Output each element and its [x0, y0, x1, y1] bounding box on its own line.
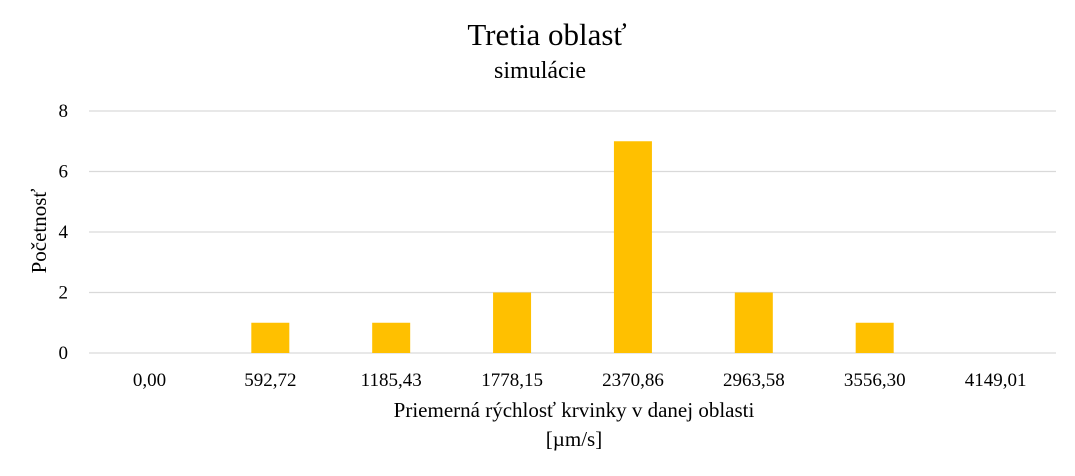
- y-tick-label: 4: [59, 222, 69, 243]
- x-axis-label: Priemerná rýchlosť krvinky v danej oblas…: [394, 398, 755, 422]
- y-tick-label: 2: [59, 283, 69, 304]
- y-tick-labels: 0 2 4 6 8: [59, 101, 69, 364]
- bar: [251, 322, 290, 353]
- bar: [734, 292, 773, 353]
- x-tick-label: 592,72: [244, 370, 296, 391]
- x-tick-label: 0,00: [133, 370, 166, 391]
- y-tick-label: 6: [59, 162, 69, 183]
- bar: [613, 141, 652, 353]
- x-tick-label: 1778,15: [481, 370, 543, 391]
- x-tick-label: 4149,01: [965, 370, 1027, 391]
- x-tick-labels: 0,00 592,72 1185,43 1778,15 2370,86 2963,58 35…: [133, 370, 1027, 391]
- x-tick-label: 3556,30: [844, 370, 906, 391]
- bars: [251, 141, 894, 353]
- bar: [855, 322, 894, 353]
- gridlines: [89, 110, 1056, 354]
- bar: [372, 322, 411, 353]
- x-axis-unit: [µm/s]: [546, 427, 602, 451]
- y-axis-label: Početnosť: [27, 189, 51, 274]
- chart-subtitle: simulácie: [494, 58, 586, 84]
- chart-title: Tretia oblasť: [467, 17, 626, 52]
- x-tick-label: 2370,86: [602, 370, 664, 391]
- x-tick-label: 2963,58: [723, 370, 785, 391]
- y-tick-label: 8: [59, 101, 69, 122]
- bar: [493, 292, 532, 353]
- y-tick-label: 0: [59, 343, 69, 364]
- x-tick-label: 1185,43: [361, 370, 422, 391]
